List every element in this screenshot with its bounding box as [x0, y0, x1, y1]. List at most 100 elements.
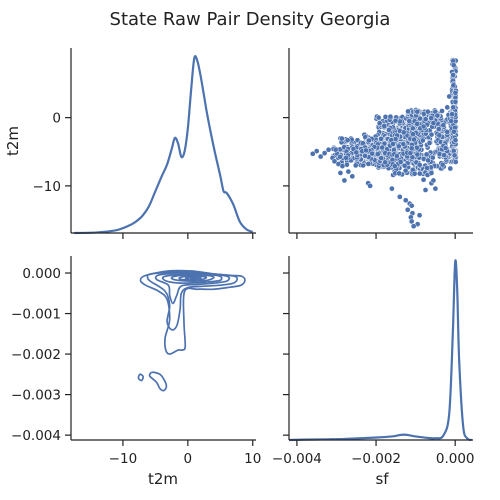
scatter-point: [422, 187, 429, 193]
scatter-point: [369, 150, 375, 157]
panel-sf-kde-xtick-label-2: 0.000: [436, 451, 475, 467]
scatter-point: [411, 170, 418, 177]
scatter-point: [405, 108, 411, 115]
scatter-point: [416, 212, 423, 219]
scatter-point: [435, 126, 442, 132]
scatter-point: [416, 170, 423, 177]
scatter-point: [400, 141, 407, 147]
scatter-point: [408, 218, 415, 225]
scatter-point: [376, 120, 383, 126]
panel-sf-kde-xtick-label-0: −0.004: [272, 451, 322, 467]
scatter-point: [439, 161, 446, 168]
scatter-point: [430, 120, 437, 126]
scatter-point: [449, 111, 456, 118]
density-contour-7: [189, 277, 199, 281]
scatter-point: [404, 206, 411, 213]
scatter-point: [339, 135, 345, 142]
scatter-point: [450, 104, 457, 111]
panel-contour-ytick-label-4: −0.004: [11, 428, 61, 444]
scatter-point: [450, 72, 456, 78]
scatter-point: [452, 98, 459, 105]
panel-contour-xtick-label-1: 0: [184, 451, 193, 467]
scatter-point: [321, 150, 328, 156]
panel-contour-xtick-label-2: 10: [244, 451, 261, 467]
panel-contour-xtick-label-0: −10: [109, 451, 138, 467]
scatter-point: [339, 163, 346, 169]
scatter-point: [441, 152, 447, 158]
scatter-point: [365, 161, 372, 167]
scatter-point: [408, 145, 415, 152]
scatter-point: [424, 165, 430, 171]
scatter-point: [362, 152, 368, 159]
scatter-point: [352, 162, 359, 169]
scatter-point: [424, 108, 431, 115]
scatter-point: [420, 123, 427, 130]
scatter-point: [451, 152, 458, 159]
scatter-point: [446, 93, 453, 100]
scatter-point: [378, 155, 385, 161]
scatter-point: [400, 129, 407, 136]
scatter-point: [425, 157, 431, 164]
scatter-point: [439, 108, 445, 114]
panel-t2m-kde-ytick-label-1: −10: [33, 179, 62, 195]
scatter-point: [428, 170, 435, 176]
scatter-point: [353, 149, 360, 156]
scatter-point: [410, 131, 416, 137]
scatter-point: [402, 167, 409, 174]
scatter-point: [345, 168, 352, 175]
scatter-point: [428, 115, 435, 121]
scatter-point: [451, 128, 457, 135]
t2m-kde-line: [74, 55, 254, 235]
panel-contour-ytick-label-3: −0.003: [11, 388, 61, 404]
scatter-point: [420, 176, 427, 183]
panel-t2m-kde-ylabel: t2m: [4, 126, 22, 156]
scatter-point: [414, 121, 421, 127]
scatter-point: [432, 185, 439, 192]
scatter-point: [396, 193, 403, 200]
scatter-point: [414, 151, 421, 158]
scatter-point: [452, 137, 459, 144]
scatter-point: [430, 177, 437, 184]
scatter-point: [375, 114, 382, 121]
panel-sf-kde: −0.004 −0.002 0.000 sf: [272, 256, 475, 488]
scatter-point: [332, 146, 339, 153]
scatter-point: [450, 62, 457, 69]
panel-t2m-kde-ytick-label-0: 0: [52, 111, 61, 127]
density-contour-8: [148, 371, 168, 392]
scatter-point: [396, 170, 403, 177]
density-contour-5: [178, 275, 208, 282]
scatter-point: [444, 104, 451, 111]
scatter-point: [406, 118, 413, 124]
scatter-point: [343, 154, 350, 161]
scatter-point: [395, 143, 402, 150]
scatter-point: [452, 89, 459, 96]
figure-title: State Raw Pair Density Georgia: [110, 9, 391, 30]
scatter-point: [411, 136, 417, 143]
scatter-point: [393, 153, 400, 159]
scatter-point: [450, 82, 457, 89]
scatter-point: [360, 162, 366, 169]
panel-sf-kde-xlabel: sf: [375, 470, 389, 488]
scatter-point: [397, 159, 404, 165]
scatter-point: [367, 183, 373, 189]
scatter-point: [390, 141, 396, 147]
scatter-point: [392, 117, 399, 124]
scatter-point: [379, 144, 386, 151]
scatter-point: [436, 132, 443, 139]
scatter-point: [428, 131, 435, 138]
scatter-point: [363, 147, 369, 154]
scatter-point: [325, 146, 332, 153]
scatter-point: [426, 140, 433, 146]
density-contour-9: [137, 373, 144, 382]
scatter-point: [366, 137, 372, 144]
scatter-point: [331, 158, 338, 165]
scatter-point: [410, 223, 417, 230]
scatter-point: [402, 197, 409, 204]
density-contour-4: [170, 273, 215, 282]
scatter-point: [317, 153, 324, 160]
scatter-point: [434, 112, 441, 119]
scatter-point: [349, 173, 356, 180]
sf-kde-line: [288, 259, 473, 442]
scatter-point: [389, 185, 395, 192]
